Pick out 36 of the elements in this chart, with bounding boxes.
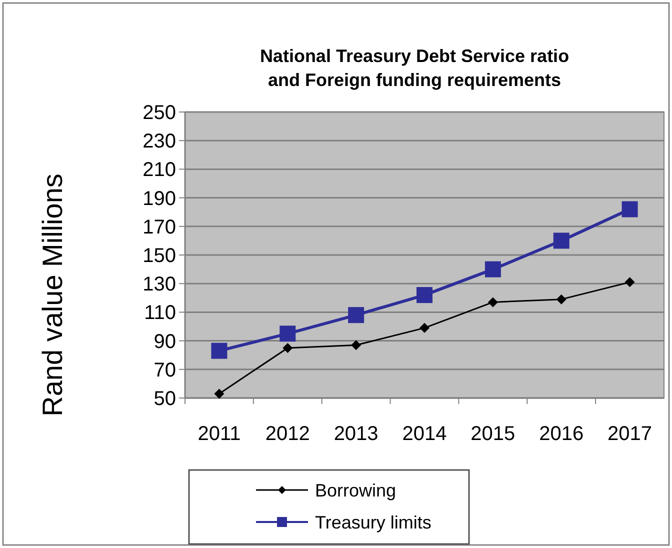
point (624, 277, 635, 288)
y-tick-label: 50 (154, 388, 176, 410)
x-tick-label: 2016 (539, 423, 584, 445)
y-tick-label: 170 (142, 216, 176, 238)
point (416, 287, 432, 304)
y-tick-label: 90 (154, 330, 176, 353)
point (556, 294, 566, 304)
legend-label: Borrowing (315, 480, 396, 500)
point (351, 340, 362, 350)
y-axis-title: Rand value Millions (37, 174, 68, 416)
y-tick-label: 190 (142, 188, 176, 210)
point (420, 322, 430, 333)
point (282, 342, 293, 353)
y-tick-label: 110 (144, 302, 176, 324)
point (280, 326, 296, 342)
x-tick-label: 2017 (608, 423, 652, 445)
chart-title: National Treasury Debt Service ratio and Foreign funding requirements (260, 46, 570, 90)
x-tick-label: 2011 (198, 423, 241, 445)
x-tick-label: 2014 (402, 423, 447, 445)
y-tick-label: 150 (142, 245, 176, 267)
point (484, 261, 501, 278)
y-tick-label: 70 (154, 359, 176, 382)
point (622, 201, 638, 218)
point (211, 342, 228, 359)
y-tick-label: 130 (142, 274, 176, 296)
point (348, 307, 364, 324)
x-tick-label: 2015 (470, 423, 516, 445)
x-tick-label: 2013 (334, 423, 378, 445)
y-tick-label: 250 (142, 102, 176, 124)
point (214, 388, 224, 399)
x-tick-label: 2012 (265, 423, 310, 445)
point (553, 232, 570, 249)
point (488, 297, 498, 308)
y-tick-label: 210 (142, 159, 176, 182)
legend-label: Treasury limits (315, 512, 432, 532)
y-tick-label: 230 (142, 130, 176, 153)
